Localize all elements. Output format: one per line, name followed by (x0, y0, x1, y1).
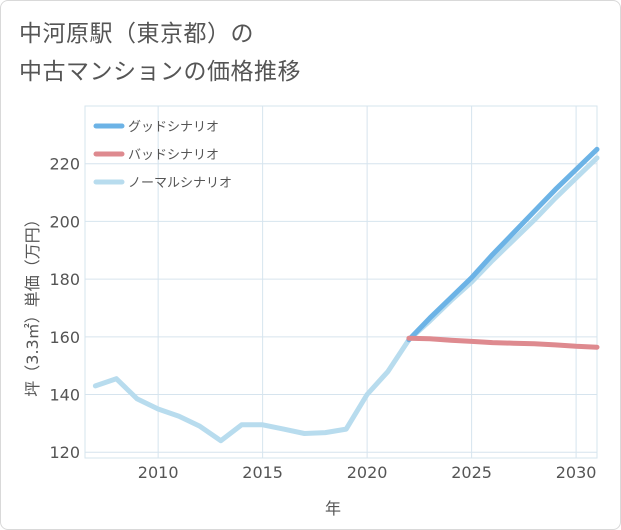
chart-title-line-1: 中河原駅（東京都）の (19, 21, 254, 47)
plot-frame (84, 105, 598, 459)
grid-lines (84, 105, 598, 459)
y-tick-label-220: 220 (49, 155, 80, 174)
x-axis-label: 年 (325, 499, 341, 518)
series-lines (92, 146, 600, 444)
x-tick-label-2020: 2020 (347, 463, 388, 482)
series-line-0 (406, 146, 600, 343)
x-tick-labels: 2010 2015 2020 2025 2030 (138, 463, 597, 482)
x-tick-label-2030: 2030 (556, 463, 597, 482)
y-tick-labels: 120 140 160 180 200 220 (49, 155, 80, 463)
y-axis-label: 坪（3.3㎡）単価（万円） (23, 211, 42, 396)
legend-label-1: バッドシナリオ (128, 148, 219, 163)
legend-label-2: ノーマルシナリオ (128, 176, 232, 191)
chart-title-line-2: 中古マンションの価格推移 (19, 59, 301, 85)
series-line-1 (406, 335, 600, 350)
y-tick-label-120: 120 (49, 443, 80, 462)
x-tick-label-2025: 2025 (451, 463, 492, 482)
series-line-2 (92, 155, 600, 444)
chart-title: 中河原駅（東京都）の 中古マンションの価格推移 (19, 15, 301, 91)
x-tick-label-2015: 2015 (242, 463, 283, 482)
y-tick-label-160: 160 (49, 328, 80, 347)
x-tick-label-2010: 2010 (138, 463, 179, 482)
y-tick-label-180: 180 (49, 270, 80, 289)
legend-label-0: グッドシナリオ (128, 120, 219, 135)
y-tick-label-140: 140 (49, 386, 80, 405)
y-tick-label-200: 200 (49, 212, 80, 231)
